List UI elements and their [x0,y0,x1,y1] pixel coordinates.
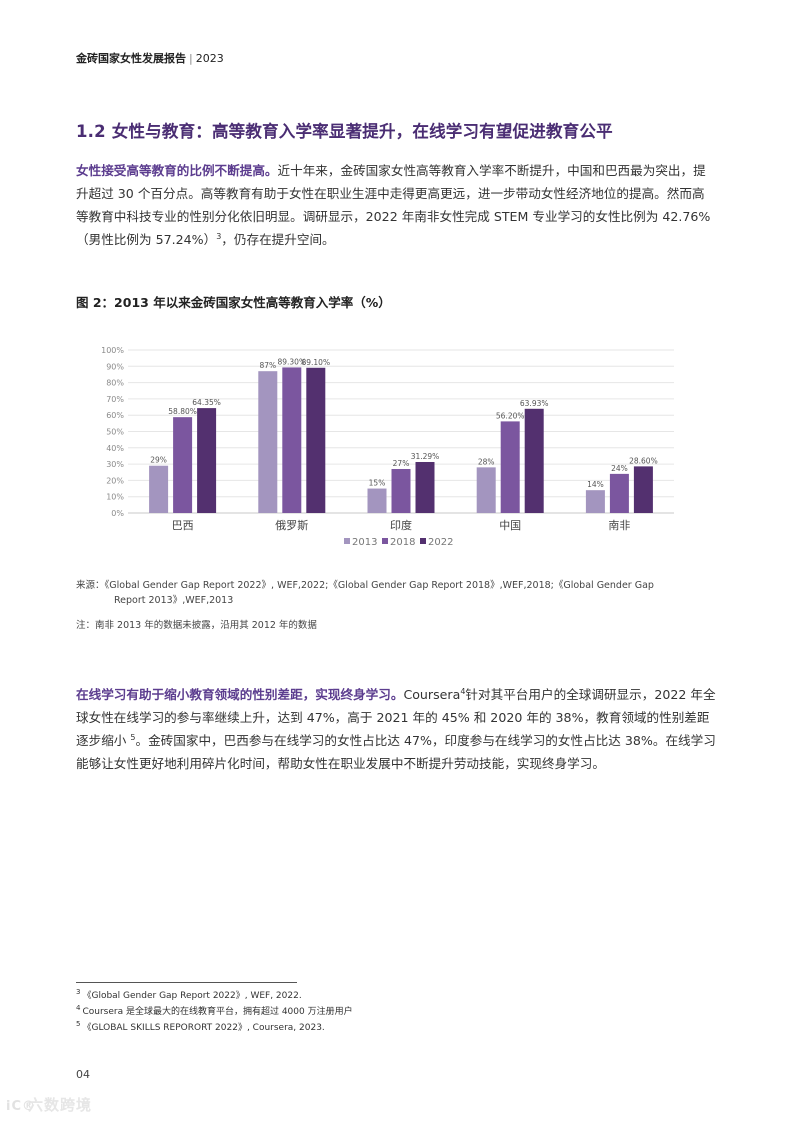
paragraph-women-education: 女性接受高等教育的比例不断提高。近十年来，金砖国家女性高等教育入学率不断提升，中… [76,159,716,251]
legend-label: 2022 [428,537,453,548]
bar-2018 [391,468,411,513]
data-label: 56.20% [496,411,525,420]
bar-2013 [367,488,387,513]
bar-2013 [258,371,278,513]
chart-note: 注：南非 2013 年的数据未披露，沿用其 2012 年的数据 [76,620,317,631]
x-category-label: 巴西 [172,519,194,532]
footnote-ref[interactable]: 5 [130,732,136,742]
paragraph-lead: 女性接受高等教育的比例不断提高。 [76,163,278,178]
footnote-ref[interactable]: 3 [216,231,222,241]
source-line-1: 来源：《Global Gender Gap Report 2022》, WEF,… [76,580,654,591]
source-line-2: Report 2013》,WEF,2013 [114,595,234,606]
bar-2018 [282,367,302,513]
y-tick-label: 50% [106,428,124,437]
legend-swatch [344,538,350,544]
y-tick-label: 100% [101,346,124,355]
footnote-number: 4 [76,1004,81,1012]
bar-2018 [609,473,629,513]
x-category-label: 印度 [390,518,412,532]
data-label: 28.60% [629,456,658,465]
data-label: 87% [259,361,276,370]
y-tick-label: 30% [106,460,124,469]
section-title: 1.2 女性与教育：高等教育入学率显著提升，在线学习有望促进教育公平 [76,122,613,141]
data-label: 89.30% [277,357,306,366]
paragraph-text-pre: Coursera [403,687,461,702]
y-tick-label: 40% [106,444,124,453]
footnotes: 3 《Global Gender Gap Report 2022》, WEF, 2… [76,988,353,1036]
y-tick-label: 80% [106,379,124,388]
y-tick-label: 10% [106,493,124,502]
data-label: 89.10% [301,358,330,367]
watermark-logo-icon: iC® [6,1099,36,1114]
footnote-number: 5 [76,1020,81,1028]
bar-2022 [197,408,217,513]
footnote-3: 3 《Global Gender Gap Report 2022》, WEF, 2… [76,988,353,1004]
footnote-5: 5 《GLOBAL SKILLS REPORORT 2022》, Coursera… [76,1020,353,1036]
bar-2022 [633,466,653,513]
legend-swatch [420,538,426,544]
bar-2022 [524,408,544,513]
x-category-label: 中国 [499,519,521,532]
report-year: 2023 [195,52,224,65]
data-label: 63.93% [520,399,549,408]
legend-label: 2013 [352,537,377,548]
x-category-label: 俄罗斯 [275,519,308,532]
legend-swatch [382,538,388,544]
paragraph-lead: 在线学习有助于缩小教育领域的性别差距，实现终身学习。 [76,687,404,702]
data-label: 29% [150,456,167,465]
bar-2013 [476,467,496,513]
paragraph-text: 近十年来，金砖国家女性高等教育入学率不断提升，中国和巴西最为突出，提升超过 30… [76,163,711,247]
footnote-ref[interactable]: 4 [460,686,466,696]
footnote-divider [76,982,297,983]
data-label: 14% [587,480,604,489]
y-tick-label: 20% [106,476,124,485]
watermark-text: 六数跨境 [28,1096,93,1114]
bar-2018 [173,417,193,513]
footnote-number: 3 [76,988,81,996]
enrollment-bar-chart: 0% 10% 20% 30% 40% 50% 60% 70% 80% 90% 100% 29% 58.8… [101,346,674,548]
bar-2022 [306,367,326,513]
legend-label: 2018 [390,537,415,548]
bar-2018 [500,421,520,513]
paragraph-tail: ，仍存在提升空间。 [221,232,335,247]
paragraph-tail: 。金砖国家中，巴西参与在线学习的女性占比达 47%，印度参与在线学习的女性占比达… [76,733,716,771]
data-label: 31.29% [411,452,440,461]
footnote-text: 《GLOBAL SKILLS REPORORT 2022》, Coursera,… [82,1023,325,1033]
data-label: 24% [611,464,628,473]
chart-source: 来源：《Global Gender Gap Report 2022》, WEF,… [76,578,696,608]
x-category-label: 南非 [608,519,630,532]
y-tick-label: 90% [106,362,124,371]
bar-2022 [415,461,435,513]
footnote-text: 《Global Gender Gap Report 2022》, WEF, 20… [82,991,302,1001]
page-number: 04 [76,1068,90,1081]
figure-title: 图 2：2013 年以来金砖国家女性高等教育入学率（%） [76,295,391,310]
bar-2013 [585,490,605,513]
y-tick-label: 0% [111,509,124,518]
data-label: 15% [369,479,386,488]
data-label: 27% [393,459,410,468]
bar-2013 [149,465,169,513]
data-label: 58.80% [168,407,197,416]
y-tick-label: 70% [106,395,124,404]
header-separator: | [189,52,193,65]
y-tick-label: 60% [106,411,124,420]
page-header: 金砖国家女性发展报告 | 2023 [76,50,224,66]
report-brand: 金砖国家女性发展报告 [76,52,186,65]
footnote-4: 4 Coursera 是全球最大的在线教育平台，拥有超过 4000 万注册用户 [76,1004,353,1020]
paragraph-text-mid: 针对其平台用户的全球调研显示，2022 年全球女性在线学习的参与率继续上升，达到… [76,687,716,748]
paragraph-online-learning: 在线学习有助于缩小教育领域的性别差距，实现终身学习。Coursera4针对其平台… [76,683,716,775]
data-label: 28% [478,457,495,466]
footnote-text: Coursera 是全球最大的在线教育平台，拥有超过 4000 万注册用户 [82,1007,353,1017]
data-label: 64.35% [192,398,221,407]
watermark: iC®六数跨境 [6,1094,92,1115]
